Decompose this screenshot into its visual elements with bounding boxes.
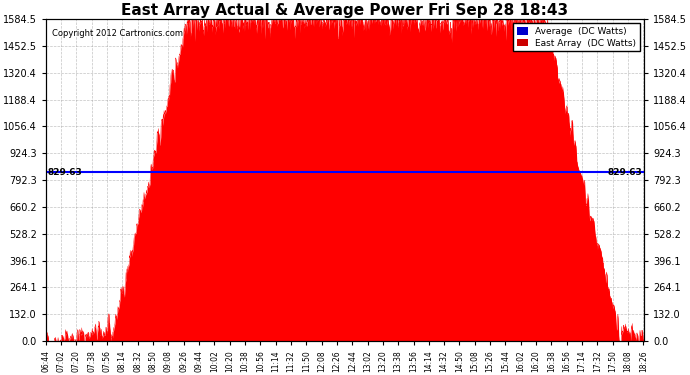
Text: 829.63: 829.63 (608, 168, 642, 177)
Legend: Average  (DC Watts), East Array  (DC Watts): Average (DC Watts), East Array (DC Watts… (513, 24, 640, 51)
Text: 829.63: 829.63 (48, 168, 82, 177)
Title: East Array Actual & Average Power Fri Sep 28 18:43: East Array Actual & Average Power Fri Se… (121, 3, 569, 18)
Text: Copyright 2012 Cartronics.com: Copyright 2012 Cartronics.com (52, 28, 183, 38)
